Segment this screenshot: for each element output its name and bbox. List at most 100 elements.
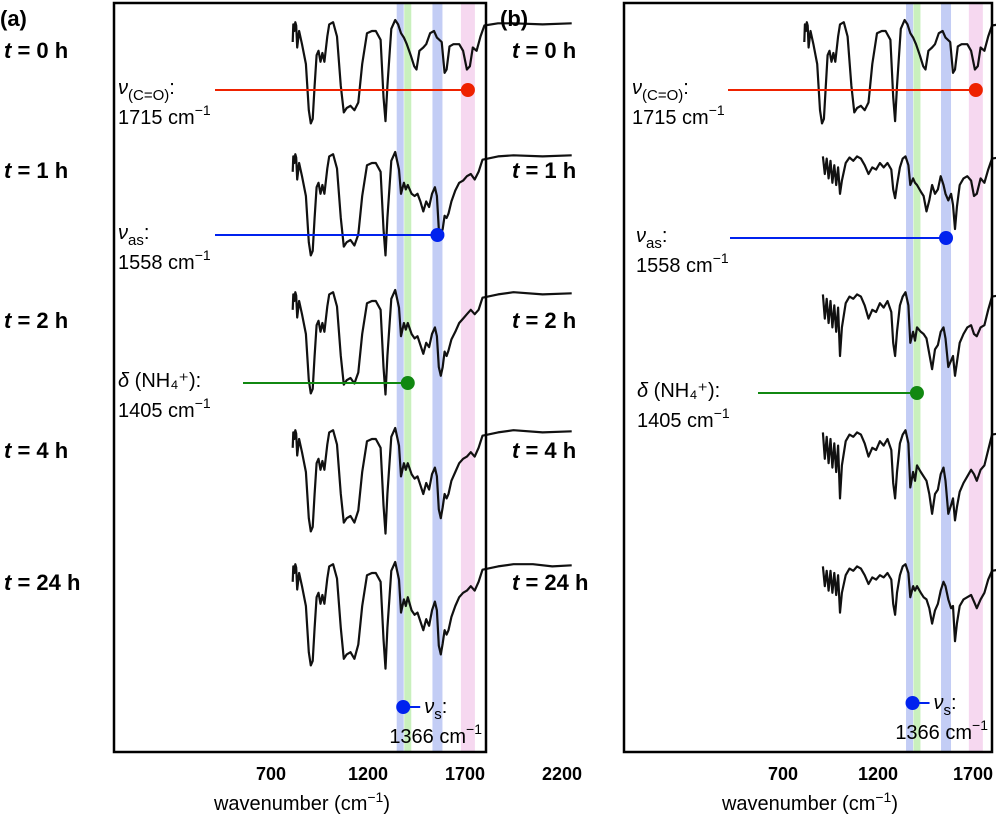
band-s xyxy=(396,3,404,752)
time-value: = 4 h xyxy=(11,438,68,463)
time-variable: t xyxy=(512,308,521,333)
annotation-label: νas: xyxy=(636,225,667,252)
time-variable: t xyxy=(4,158,13,183)
time-label: t = 1 h xyxy=(4,158,68,183)
annotation-subscript: as xyxy=(128,232,144,249)
band-as xyxy=(941,3,952,752)
annotation-value-number: 1366 cm xyxy=(389,726,466,748)
annotation-unit-sup: −1 xyxy=(195,102,211,118)
time-value: = 2 h xyxy=(519,308,576,333)
annotation-label: νs: xyxy=(934,692,957,719)
time-label: t = 1 h xyxy=(512,158,576,183)
x-axis-title-close: ) xyxy=(891,793,898,815)
time-label: t = 24 h xyxy=(4,570,80,595)
time-value: = 24 h xyxy=(519,570,588,595)
annotation-symbol: ν xyxy=(118,77,128,99)
time-value: = 2 h xyxy=(11,308,68,333)
annotation-suffix: (NH₄⁺): xyxy=(648,380,720,402)
annotation-label: δ (NH₄⁺): xyxy=(637,380,720,402)
spectrum-line xyxy=(291,426,572,535)
annotation-value-number: 1715 cm xyxy=(118,107,195,129)
annotation-unit-sup: −1 xyxy=(195,247,211,263)
panel-label: (b) xyxy=(500,6,528,31)
annotation-symbol: ν xyxy=(118,222,128,244)
annotation-suffix: : xyxy=(169,77,175,99)
annotation-dot xyxy=(968,83,983,97)
annotation-suffix: (NH₄⁺): xyxy=(129,370,201,392)
annotation-value: 1715 cm−1 xyxy=(632,102,725,129)
time-value: = 4 h xyxy=(519,438,576,463)
annotation-unit-sup: −1 xyxy=(714,405,730,421)
band-co xyxy=(460,3,475,752)
time-variable: t xyxy=(512,158,521,183)
x-axis-title-close: ) xyxy=(383,793,390,815)
annotation-value-number: 1405 cm xyxy=(637,410,714,432)
annotation-value: 1405 cm−1 xyxy=(118,395,211,422)
annotation-symbol: δ xyxy=(118,370,130,392)
annotation-subscript: s xyxy=(434,706,442,723)
annotation-dot xyxy=(400,376,415,390)
time-value: = 0 h xyxy=(519,38,576,63)
panel-b: (b)t = 0 ht = 1 ht = 2 ht = 4 ht = 24 hν… xyxy=(500,1,996,815)
time-variable: t xyxy=(4,308,13,333)
x-axis-title-sup: −1 xyxy=(875,789,891,805)
annotation-dot xyxy=(909,386,924,400)
x-axis-title-text: wavenumber (cm xyxy=(213,793,367,815)
annotation-suffix: : xyxy=(442,696,448,718)
annotation-value: 1558 cm−1 xyxy=(118,247,211,274)
time-variable: t xyxy=(4,438,13,463)
annotation-dot xyxy=(939,231,954,245)
annotation-unit-sup: −1 xyxy=(972,717,988,733)
spectrum-line xyxy=(821,291,996,377)
plot-frame xyxy=(622,1,994,754)
time-value: = 1 h xyxy=(11,158,68,183)
spectrum-line xyxy=(291,150,572,257)
annotation-value-number: 1715 cm xyxy=(632,107,709,129)
time-variable: t xyxy=(4,38,13,63)
time-label: t = 4 h xyxy=(4,438,68,463)
time-value: = 0 h xyxy=(11,38,68,63)
annotation-symbol: ν xyxy=(632,77,642,99)
panel-a: (a)t = 0 ht = 1 ht = 2 ht = 4 ht = 24 hν… xyxy=(0,1,582,815)
spectrum-line xyxy=(291,18,572,125)
time-label: t = 2 h xyxy=(512,308,576,333)
plot-frame xyxy=(112,1,488,754)
annotation-value: 1558 cm−1 xyxy=(636,250,729,277)
x-tick-label: 700 xyxy=(768,764,798,784)
annotation-dot xyxy=(460,83,475,97)
time-value: = 24 h xyxy=(11,570,80,595)
annotation-unit-sup: −1 xyxy=(709,102,725,118)
band-as xyxy=(432,3,443,752)
spectrum-line xyxy=(291,560,572,670)
annotation-dot xyxy=(430,228,445,242)
x-axis-title: wavenumber (cm−1) xyxy=(721,789,898,815)
annotation-label: νs: xyxy=(424,696,447,723)
x-axis-title-text: wavenumber (cm xyxy=(721,793,875,815)
spectrum-line xyxy=(821,563,996,643)
x-axis-title-sup: −1 xyxy=(367,789,383,805)
annotation-subscript: (C=O) xyxy=(642,87,683,104)
time-variable: t xyxy=(4,570,13,595)
panel-label: (a) xyxy=(0,6,27,31)
annotation-subscript: s xyxy=(944,702,952,719)
time-label: t = 2 h xyxy=(4,308,68,333)
time-label: t = 24 h xyxy=(512,570,588,595)
annotation-symbol: δ xyxy=(637,380,649,402)
x-tick-label: 1200 xyxy=(348,764,388,784)
annotation-unit-sup: −1 xyxy=(466,721,482,737)
x-tick-label: 2200 xyxy=(542,764,582,784)
annotation-value: 1715 cm−1 xyxy=(118,102,211,129)
annotation-label: ν(C=O): xyxy=(632,77,689,104)
annotation-suffix: : xyxy=(144,222,150,244)
annotation-label: δ (NH₄⁺): xyxy=(118,370,201,392)
annotation-suffix: : xyxy=(683,77,689,99)
annotation-subscript: (C=O) xyxy=(128,87,169,104)
x-axis-title: wavenumber (cm−1) xyxy=(213,789,390,815)
time-variable: t xyxy=(512,570,521,595)
annotation-suffix: : xyxy=(662,225,668,247)
annotation-value: 1366 cm−1 xyxy=(895,717,988,744)
annotation-value: 1366 cm−1 xyxy=(389,721,482,748)
annotation-value-number: 1366 cm xyxy=(895,722,972,744)
annotation-value-number: 1558 cm xyxy=(636,255,713,277)
time-label: t = 4 h xyxy=(512,438,576,463)
